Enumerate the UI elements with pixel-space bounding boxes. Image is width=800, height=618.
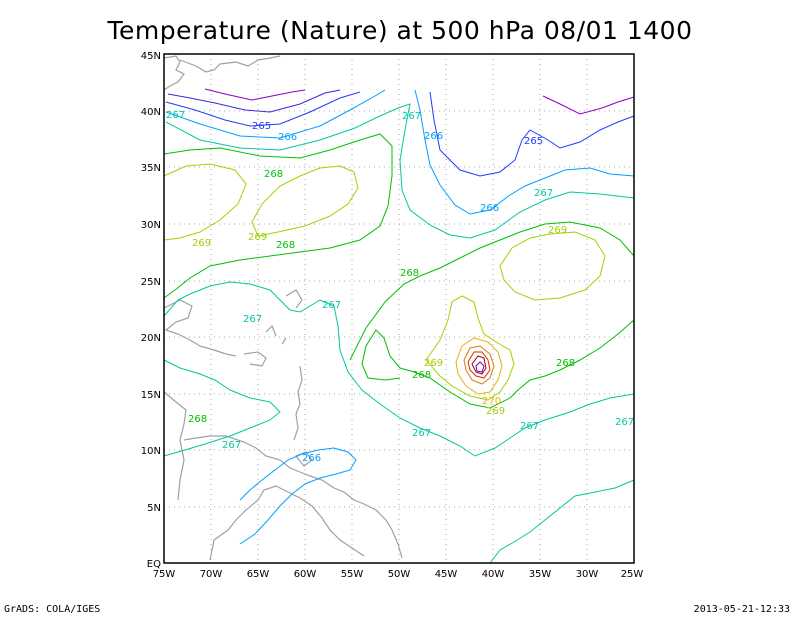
contour-label: 269 — [248, 232, 267, 243]
contour-268-south — [349, 221, 635, 409]
lon-tick: 70W — [200, 569, 223, 580]
contour-264 — [167, 89, 341, 113]
contour-label: 268 — [412, 370, 431, 381]
contour-label: 269 — [192, 238, 211, 249]
lat-tick: 30N — [141, 220, 161, 231]
coastline-cuba — [163, 299, 237, 357]
contour-label: 266 — [424, 131, 443, 142]
contour-271 — [463, 345, 495, 385]
contour-labels: 265 266 267 268 269 267 266 265 267 266 … — [166, 110, 634, 464]
lon-ticks: 75W 70W 65W 60W 55W 50W 45W 40W 35W 30W … — [153, 569, 644, 580]
lat-tick: 45N — [141, 51, 161, 62]
coastline-northeast-us — [163, 55, 185, 91]
footer-timestamp: 2013-05-21-12:33 — [693, 604, 790, 615]
contour-267-south — [163, 281, 635, 564]
contour-265 — [165, 91, 635, 177]
contour-label: 268 — [264, 169, 283, 180]
contour-label: 266 — [278, 132, 297, 143]
lat-tick: 10N — [141, 446, 161, 457]
contour-274 — [475, 361, 485, 373]
contour-label: 268 — [276, 240, 295, 251]
contour-label: 269 — [548, 225, 567, 236]
contour-label: 267 — [615, 417, 634, 428]
lat-tick: 20N — [141, 333, 161, 344]
lat-tick: 25N — [141, 277, 161, 288]
contour-267 — [165, 103, 635, 239]
contour-label: 266 — [480, 203, 499, 214]
contour-label: 270 — [482, 396, 501, 407]
contour-label: 269 — [486, 406, 505, 417]
contour-label: 268 — [400, 268, 419, 279]
lon-tick: 50W — [388, 569, 411, 580]
contour-266-south — [239, 447, 357, 545]
contour-273 — [471, 355, 487, 375]
coastline-central-america — [163, 391, 187, 501]
chart-title: Temperature (Nature) at 500 hPa 08/01 14… — [107, 16, 693, 45]
lat-tick: EQ — [147, 559, 161, 570]
lon-tick: 60W — [294, 569, 317, 580]
contour-label: 268 — [556, 358, 575, 369]
contour-268 — [163, 133, 393, 299]
contours — [163, 88, 635, 564]
coastline-south-america-interior — [209, 485, 365, 561]
contour-266 — [165, 89, 635, 215]
contour-label: 267 — [534, 188, 553, 199]
coastline-bahamas — [265, 289, 303, 345]
contour-263 — [204, 88, 635, 115]
lon-tick: 65W — [247, 569, 270, 580]
contour-label: 267 — [166, 110, 185, 121]
lat-tick: 40N — [141, 107, 161, 118]
contour-label: 267 — [412, 428, 431, 439]
grid — [164, 54, 634, 563]
coastline-nova-scotia — [179, 55, 281, 73]
coastlines — [163, 55, 403, 561]
contour-label: 267 — [322, 300, 341, 311]
contour-269 — [163, 163, 606, 401]
coastline-south-america-north — [183, 435, 403, 559]
lat-tick: 35N — [141, 163, 161, 174]
contour-270 — [455, 337, 503, 395]
contour-label: 269 — [424, 358, 443, 369]
contour-label: 267 — [520, 421, 539, 432]
contour-label: 266 — [302, 453, 321, 464]
contour-label: 267 — [243, 314, 262, 325]
footer-credit: GrADS: COLA/IGES — [4, 604, 101, 615]
coastline-hispaniola — [243, 351, 267, 367]
contour-label: 268 — [188, 414, 207, 425]
coastline-lesser-antilles — [293, 365, 303, 441]
contour-label: 267 — [402, 111, 421, 122]
lon-tick: 75W — [153, 569, 176, 580]
lon-tick: 40W — [482, 569, 505, 580]
lat-ticks: EQ 5N 10N 15N 20N 25N 30N 35N 40N 45N — [141, 51, 161, 570]
map-frame — [163, 53, 635, 564]
lon-tick: 25W — [621, 569, 644, 580]
lon-tick: 45W — [435, 569, 458, 580]
lon-tick: 55W — [341, 569, 364, 580]
lon-tick: 35W — [529, 569, 552, 580]
lon-tick: 30W — [576, 569, 599, 580]
contour-label: 265 — [252, 121, 271, 132]
contour-label: 267 — [222, 440, 241, 451]
lat-tick: 15N — [141, 390, 161, 401]
lat-tick: 5N — [147, 503, 161, 514]
contour-272 — [467, 351, 491, 379]
contour-label: 265 — [524, 136, 543, 147]
